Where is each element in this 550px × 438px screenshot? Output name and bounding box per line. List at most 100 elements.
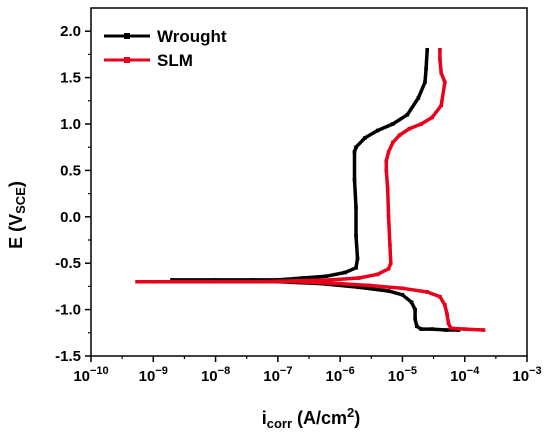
- series-layer: [135, 47, 486, 332]
- x-tick-label: 10−8: [201, 365, 230, 385]
- x-axis-title-unit: (A/cm: [292, 408, 347, 428]
- data-point-wrought: [416, 96, 421, 100]
- series-line-wrought: [170, 48, 461, 332]
- y-tick-label: -1.5: [55, 348, 81, 365]
- data-point-wrought: [352, 177, 357, 182]
- data-point-wrought: [213, 278, 218, 282]
- data-point-slm: [445, 312, 449, 317]
- data-point-slm: [438, 294, 442, 299]
- data-point-slm: [135, 279, 139, 284]
- x-tick-label: 10−6: [326, 365, 355, 385]
- data-point-wrought: [363, 136, 367, 140]
- data-point-wrought: [354, 266, 358, 270]
- data-point-wrought: [425, 47, 430, 52]
- x-axis-title: icorr (A/cm2): [262, 405, 361, 431]
- x-tick-label: 10−10: [73, 365, 108, 385]
- x-axis-title-sup: 2: [347, 405, 354, 420]
- legend: Wrought SLM: [104, 27, 227, 70]
- legend-marker-slm: [124, 57, 130, 63]
- data-point-wrought: [354, 205, 358, 210]
- data-point-wrought: [352, 150, 357, 154]
- data-point-slm: [384, 159, 389, 163]
- x-axis-title-main: i: [262, 408, 267, 428]
- data-point-wrought: [251, 278, 255, 282]
- data-point-slm: [386, 215, 391, 219]
- legend-marker-wrought: [124, 33, 130, 39]
- data-point-wrought: [170, 278, 174, 282]
- data-point-wrought: [386, 289, 391, 293]
- data-point-wrought: [354, 145, 358, 149]
- data-point-slm: [151, 279, 156, 284]
- data-point-slm: [385, 187, 390, 191]
- data-point-slm: [338, 281, 342, 286]
- data-point-slm: [257, 279, 261, 284]
- data-point-wrought: [375, 128, 380, 133]
- y-tick-label: 0.0: [60, 209, 81, 226]
- data-point-slm: [430, 115, 434, 120]
- data-point-slm: [438, 57, 442, 61]
- data-point-wrought: [424, 66, 428, 71]
- y-tick-label: 1.5: [60, 70, 81, 87]
- ticks-layer: [85, 30, 528, 362]
- data-point-wrought: [355, 256, 360, 261]
- data-point-slm: [443, 303, 447, 307]
- data-point-slm: [368, 283, 372, 288]
- data-point-slm: [294, 279, 299, 284]
- data-point-wrought: [300, 276, 305, 280]
- data-point-wrought: [405, 112, 410, 117]
- x-tick-label: 10−9: [139, 365, 168, 385]
- data-point-slm: [443, 80, 447, 85]
- svg-text:E (VSCE): E (VSCE): [6, 181, 28, 249]
- x-tick-label: 10−7: [263, 365, 292, 385]
- data-point-slm: [388, 242, 392, 247]
- data-point-slm: [213, 279, 218, 284]
- data-point-wrought: [400, 292, 405, 297]
- x-axis-title-end: ): [354, 408, 360, 428]
- data-point-wrought: [413, 307, 417, 312]
- y-tick-label: 2.0: [60, 23, 81, 40]
- x-axis-title-sub: corr: [267, 416, 292, 431]
- data-point-wrought: [357, 285, 361, 290]
- data-point-slm: [388, 261, 393, 265]
- data-point-slm: [384, 168, 389, 173]
- y-tick-label: -0.5: [55, 255, 81, 272]
- y-tick-label: 1.0: [60, 116, 81, 133]
- x-tick-label: 10−3: [512, 365, 541, 385]
- data-point-slm: [390, 140, 395, 145]
- data-point-slm: [439, 103, 444, 108]
- y-axis-title-sub: SCE: [13, 187, 28, 214]
- y-tick-label: -1.0: [55, 302, 81, 319]
- data-point-slm: [438, 47, 442, 52]
- legend-label-wrought: Wrought: [157, 27, 227, 46]
- data-point-wrought: [423, 80, 427, 85]
- x-tick-label: 10−4: [450, 365, 480, 385]
- data-point-slm: [357, 276, 361, 280]
- data-point-slm: [386, 266, 391, 271]
- data-point-slm: [462, 327, 467, 331]
- y-axis-title-main: E (V: [6, 214, 26, 249]
- data-point-slm: [439, 71, 444, 75]
- data-point-wrought: [413, 317, 417, 321]
- x-tick-label: 10−5: [388, 365, 417, 385]
- data-point-slm: [400, 286, 405, 291]
- data-point-wrought: [444, 328, 448, 332]
- data-point-wrought: [324, 274, 329, 278]
- data-point-wrought: [419, 327, 423, 331]
- data-point-slm: [407, 126, 412, 131]
- data-point-slm: [419, 122, 423, 126]
- data-point-slm: [375, 272, 380, 277]
- data-point-wrought: [414, 324, 419, 329]
- y-tick-label: 0.5: [60, 162, 81, 179]
- data-point-slm: [386, 150, 391, 154]
- y-axis-title: E (VSCE): [6, 181, 28, 249]
- data-point-wrought: [390, 122, 395, 126]
- data-point-slm: [449, 326, 453, 330]
- data-point-wrought: [409, 300, 414, 304]
- y-axis-title-end: ): [6, 181, 26, 187]
- data-point-wrought: [343, 270, 347, 275]
- legend-label-slm: SLM: [157, 51, 193, 70]
- data-point-slm: [397, 133, 402, 137]
- series-line-slm: [135, 48, 486, 332]
- tick-labels-layer: 10−10 10−9 10−8 10−7 10−6 10−5 10−4 10−3 -1.5 -1.…: [55, 23, 541, 385]
